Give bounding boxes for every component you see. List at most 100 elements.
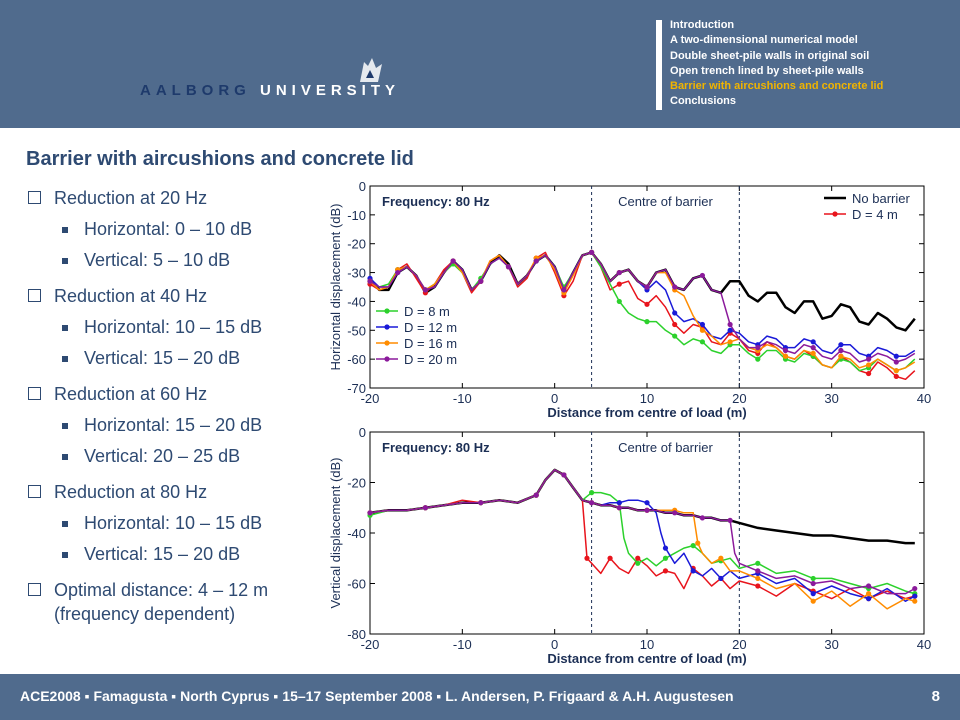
square-bullet-icon	[62, 356, 68, 362]
legend-label: No barrier	[852, 191, 910, 206]
bullet-text: Optimal distance: 4 – 12 m (frequency de…	[54, 580, 269, 624]
nav-item-conclusions[interactable]: Conclusions	[670, 95, 737, 108]
x-tick-label: 30	[824, 391, 838, 406]
data-point	[810, 339, 816, 345]
data-point	[672, 310, 678, 316]
data-point	[644, 507, 650, 513]
nav-item-introduction[interactable]: Introduction	[670, 19, 735, 31]
data-point	[561, 472, 567, 478]
data-point	[422, 505, 428, 511]
legend-label: D = 8 m	[404, 304, 450, 319]
data-point	[367, 278, 373, 284]
sub-bullet-item: Vertical: 20 – 25 dB	[26, 444, 336, 468]
data-point	[810, 350, 816, 356]
data-point	[478, 500, 484, 506]
data-point	[699, 515, 705, 521]
data-point	[838, 342, 844, 348]
y-tick-label: -80	[347, 627, 366, 642]
legend-label: D = 4 m	[852, 207, 898, 222]
x-tick-label: 0	[551, 637, 558, 652]
x-tick-label: 40	[917, 637, 931, 652]
data-point	[589, 249, 595, 255]
vertical-displacement-chart: -20 -10 0 10 20 30 40 0 -20 -40 -60 -80 Frequency: 8…	[328, 425, 931, 666]
data-point	[367, 510, 373, 516]
data-point	[810, 575, 816, 582]
nav-item-open-trench[interactable]: Open trench lined by sheet-pile walls	[670, 64, 864, 77]
bullet-text: Reduction at 60 Hz	[54, 384, 208, 404]
sub-bullet-item: Horizontal: 15 – 20 dB	[26, 413, 336, 437]
data-point	[644, 284, 650, 290]
legend-marker	[384, 324, 390, 330]
section-nav: Introduction A two-dimensional numerical…	[670, 18, 883, 110]
data-point	[450, 258, 456, 264]
data-point	[422, 287, 428, 293]
x-tick-label: 30	[824, 637, 838, 652]
sub-bullet-item: Vertical: 15 – 20 dB	[26, 346, 336, 370]
data-point	[810, 591, 816, 597]
nav-item-double-sheet-pile[interactable]: Double sheet-pile walls in original soil	[670, 49, 870, 62]
data-point	[810, 598, 816, 604]
data-point	[912, 593, 918, 599]
data-point	[695, 540, 701, 546]
data-point	[727, 517, 733, 523]
nav-item-numerical-model[interactable]: A two-dimensional numerical model	[670, 34, 858, 47]
y-tick-label: 0	[359, 179, 366, 194]
frequency-annotation: Frequency: 80 Hz	[382, 440, 490, 455]
bullet-item: Optimal distance: 4 – 12 m (frequency de…	[26, 578, 336, 626]
y-tick-label: 0	[359, 425, 366, 440]
data-point	[644, 301, 650, 307]
data-point	[755, 345, 761, 351]
y-tick-label: -20	[347, 237, 366, 252]
barrier-region-label: Centre of barrier	[618, 194, 713, 209]
bullet-text: Reduction at 20 Hz	[54, 188, 208, 208]
data-point	[866, 356, 872, 362]
horizontal-displacement-chart: -20 -10 0 10 20 30 40 0 -10 -20 -30 -40 -50 -60 -70 Fre…	[328, 179, 931, 420]
data-point	[672, 333, 678, 339]
data-point	[662, 545, 669, 551]
square-bullet-icon	[62, 423, 68, 429]
y-axis-label: Horizontal displacement (dB)	[328, 204, 343, 371]
data-point	[727, 327, 733, 333]
y-tick-label: -60	[347, 352, 366, 367]
data-point	[607, 555, 613, 561]
data-point	[616, 269, 622, 276]
data-point	[866, 370, 872, 377]
data-point	[893, 359, 899, 365]
data-point	[866, 596, 872, 602]
legend-label: D = 12 m	[404, 320, 457, 335]
y-tick-label: -50	[347, 323, 366, 338]
legend-marker	[384, 340, 390, 346]
data-point	[672, 510, 678, 516]
checkbox-bullet-icon	[28, 387, 41, 400]
square-bullet-icon	[62, 521, 68, 527]
data-point	[699, 339, 705, 345]
checkbox-bullet-icon	[28, 583, 41, 596]
sub-bullet-item: Vertical: 5 – 10 dB	[26, 248, 336, 272]
data-point	[662, 568, 669, 574]
nav-item-aircushions[interactable]: Barrier with aircushions and concrete li…	[670, 80, 884, 93]
x-tick-label: 10	[640, 637, 654, 652]
data-point	[561, 287, 567, 293]
y-tick-label: -20	[347, 476, 366, 491]
y-tick-label: -60	[347, 577, 366, 592]
square-bullet-icon	[62, 552, 68, 558]
data-point	[589, 490, 595, 496]
data-point	[755, 568, 761, 574]
x-axis-label: Distance from centre of load (m)	[547, 405, 746, 420]
data-point	[866, 591, 872, 597]
y-tick-label: -40	[347, 294, 366, 309]
sub-bullet-text: Vertical: 15 – 20 dB	[84, 348, 241, 368]
footer-band: ACE2008 ▪ Famagusta ▪ North Cyprus ▪ 15–…	[0, 674, 960, 720]
data-point	[866, 583, 872, 589]
data-point	[699, 272, 705, 279]
data-point	[912, 585, 918, 592]
data-point	[727, 339, 733, 345]
data-point	[635, 560, 641, 566]
sub-bullet-text: Horizontal: 15 – 20 dB	[84, 415, 263, 435]
data-point	[616, 505, 622, 511]
data-point	[810, 345, 816, 351]
square-bullet-icon	[62, 258, 68, 264]
frequency-annotation: Frequency: 80 Hz	[382, 194, 490, 209]
data-point	[699, 321, 705, 328]
university-logo: AALBORG UNIVERSITY	[140, 56, 420, 102]
